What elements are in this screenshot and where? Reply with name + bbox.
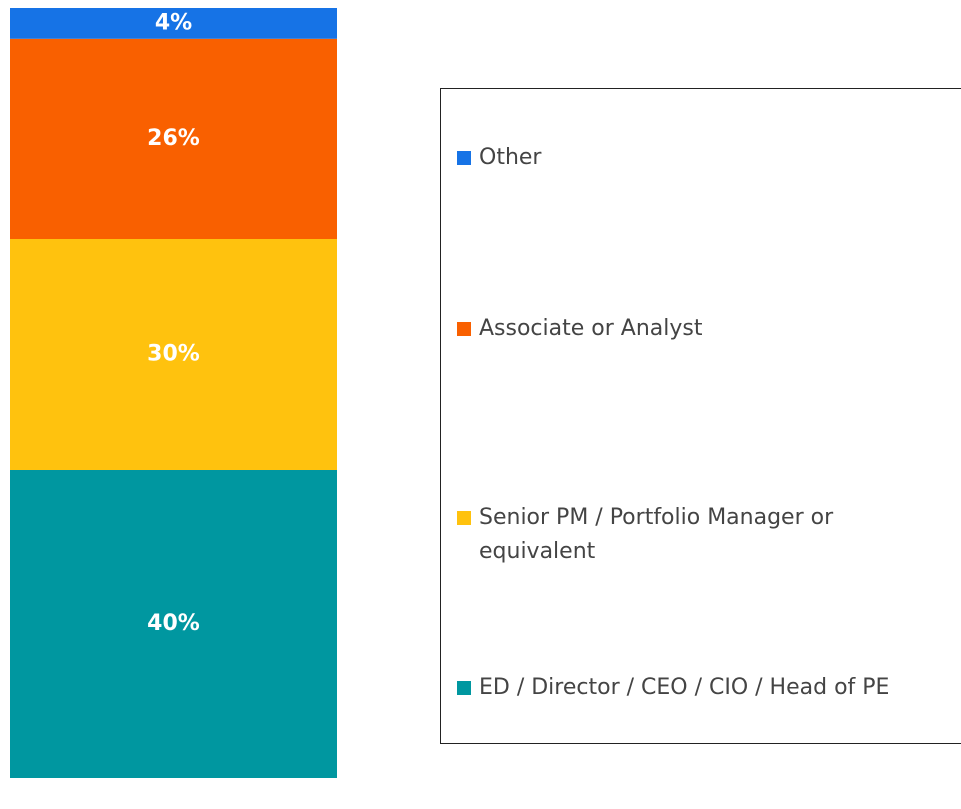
legend-item: Senior PM / Portfolio Manager or equival… (457, 501, 947, 569)
legend-label: Senior PM / Portfolio Manager or equival… (479, 505, 834, 564)
bar-segment (10, 239, 337, 470)
legend-item: ED / Director / CEO / CIO / Head of PE (457, 671, 947, 705)
legend-swatch (457, 151, 471, 165)
legend-swatch (457, 681, 471, 695)
legend-label: Associate or Analyst (479, 316, 703, 341)
legend-item: Associate or Analyst (457, 312, 947, 346)
data-label: 40% (147, 611, 200, 636)
legend-swatch (457, 511, 471, 525)
data-label: 4% (155, 10, 192, 35)
legend-label: Other (479, 145, 542, 170)
legend-item: Other (457, 141, 947, 175)
data-label: 30% (147, 342, 200, 367)
data-label: 26% (147, 126, 200, 151)
legend-swatch (457, 322, 471, 336)
bar-segment (10, 470, 337, 778)
legend: Other Associate or Analyst Senior PM / Por… (440, 88, 961, 744)
bar-segment (10, 38, 337, 239)
legend-label: ED / Director / CEO / CIO / Head of PE (479, 675, 890, 700)
bar-segment (10, 8, 337, 39)
